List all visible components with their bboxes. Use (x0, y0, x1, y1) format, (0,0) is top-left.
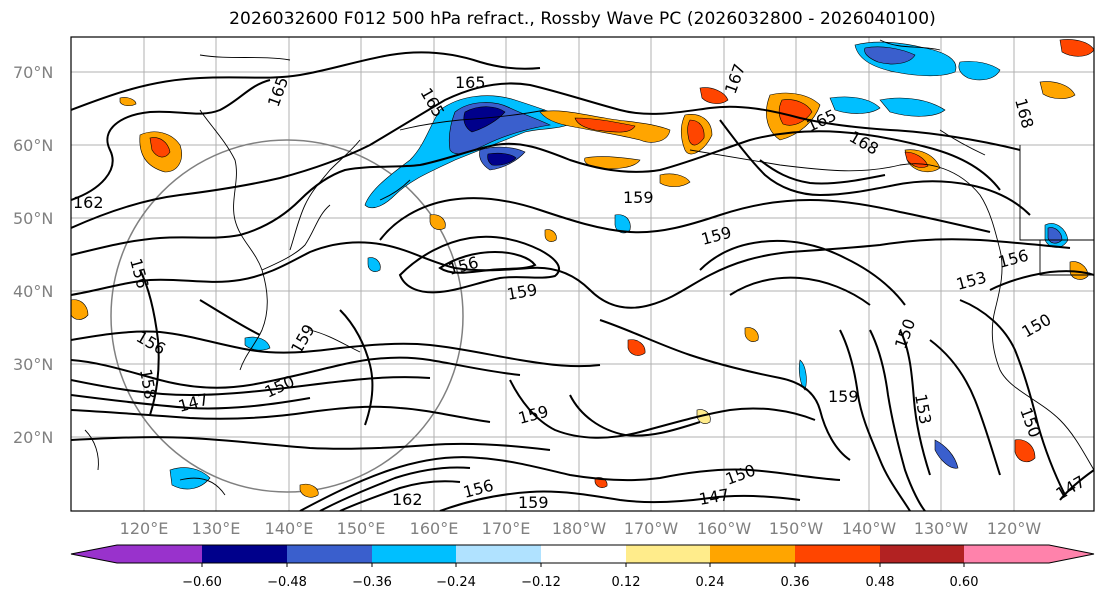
map-title: 2026032600 F012 500 hPa refract., Rossby… (229, 9, 936, 29)
lat-label-40: 40°N (13, 282, 53, 301)
colorbar-segment (372, 545, 456, 563)
colorbar-tick-label: −0.36 (352, 575, 392, 590)
colorbar-segment (795, 545, 880, 563)
contour-label: 159 (828, 387, 859, 406)
colorbar-tick-label: −0.24 (436, 575, 476, 590)
lat-label-60: 60°N (13, 136, 53, 155)
lat-label-50: 50°N (13, 209, 53, 228)
lon-label: 120°E (120, 519, 169, 538)
lat-label-20: 20°N (13, 428, 53, 447)
colorbar-tick-label: 0.48 (866, 575, 895, 590)
contour-label: 162 (392, 490, 423, 509)
height-contours (71, 51, 1094, 511)
lon-label: 120°W (987, 519, 1042, 538)
lat-label-30: 30°N (13, 355, 53, 374)
latitude-labels: 70°N 60°N 50°N 40°N 30°N 20°N (13, 63, 53, 447)
colorbar-segment (964, 545, 1094, 563)
lon-label: 140°W (842, 519, 897, 538)
lat-label-70: 70°N (13, 63, 53, 82)
colorbar-tick-label: 0.12 (612, 575, 641, 590)
colorbar-outline (70, 544, 1095, 564)
lon-label: 180°W (552, 519, 607, 538)
coastlines (84, 39, 1094, 496)
colorbar-tick-label: −0.60 (182, 575, 222, 590)
longitude-labels: 120°E 130°E 140°E 150°E 160°E 170°E 180°… (120, 519, 1042, 538)
contour-label: 165 (455, 73, 486, 92)
colorbar-segment (456, 545, 541, 563)
colorbar-segment (541, 545, 626, 563)
colorbar-segment (710, 545, 795, 563)
contour-label: 159 (518, 493, 549, 512)
colorbar-tick-label: 0.24 (696, 575, 725, 590)
lon-label: 160°E (410, 519, 459, 538)
highlight-circle (110, 139, 464, 493)
colorbar-segment (880, 545, 964, 563)
lon-label: 150°E (337, 519, 386, 538)
colorbar-segment (202, 545, 287, 563)
contour-label: 162 (73, 193, 104, 212)
colorbar-segment (287, 545, 372, 563)
colorbar: −0.60 −0.48 −0.36 −0.24 −0.12 0.12 0.24 … (70, 544, 1095, 590)
lon-label: 170°W (624, 519, 679, 538)
lon-label: 140°E (265, 519, 314, 538)
lon-label: 150°W (769, 519, 824, 538)
colorbar-segment (626, 545, 710, 563)
colorbar-segment (71, 545, 202, 563)
lon-label: 130°W (914, 519, 969, 538)
lon-label: 130°E (192, 519, 241, 538)
colorbar-tick-label: −0.48 (267, 575, 307, 590)
lon-label: 160°W (697, 519, 752, 538)
map-frame (70, 36, 1095, 512)
colorbar-tick-label: 0.36 (781, 575, 810, 590)
colorbar-tick-label: −0.12 (521, 575, 561, 590)
lon-label: 170°E (482, 519, 531, 538)
contour-label: 159 (623, 188, 654, 207)
colorbar-ticks (201, 563, 965, 567)
colorbar-tick-label: 0.60 (950, 575, 979, 590)
